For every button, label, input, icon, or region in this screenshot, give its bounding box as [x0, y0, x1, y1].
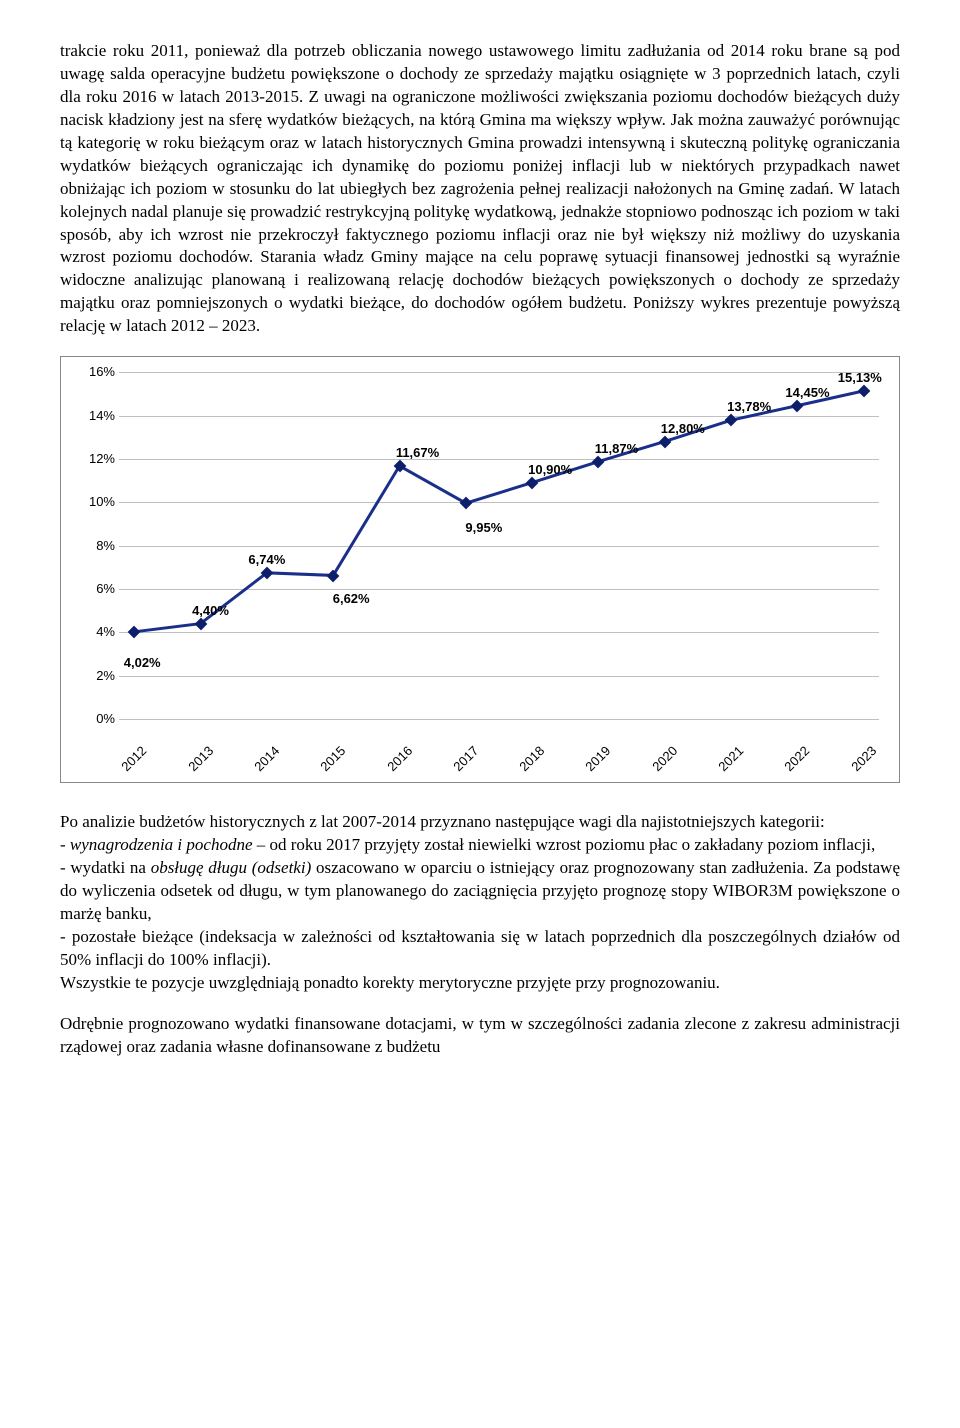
- paragraph-2: Po analizie budżetów historycznych z lat…: [60, 811, 900, 995]
- chart-container: 0% 2% 4% 6% 8% 10% 12% 14% 16% 2012 2013 2014 2015 20…: [60, 356, 900, 783]
- x-axis-label: 2013: [184, 742, 217, 775]
- x-axis-label: 2022: [781, 742, 814, 775]
- x-axis-label: 2020: [648, 742, 681, 775]
- data-label: 6,74%: [248, 551, 285, 569]
- p2-item2-prefix: - wydatki na: [60, 858, 151, 877]
- x-axis-label: 2021: [715, 742, 748, 775]
- x-axis-label: 2018: [516, 742, 549, 775]
- p2-item1-italic: wynagrodzenia i pochodne: [70, 835, 253, 854]
- y-axis-label: 14%: [77, 407, 115, 425]
- y-axis-label: 12%: [77, 450, 115, 468]
- data-label: 12,80%: [661, 420, 705, 438]
- paragraph-1: trakcie roku 2011, ponieważ dla potrzeb …: [60, 40, 900, 338]
- data-label: 4,02%: [124, 654, 161, 672]
- x-axis-label: 2012: [118, 742, 151, 775]
- line-chart: 0%2%4%6%8%10%12%14%16%201220132014201520…: [71, 367, 889, 777]
- p2-item3: - pozostałe bieżące (indeksacja w zależn…: [60, 927, 900, 969]
- y-axis-label: 10%: [77, 494, 115, 512]
- data-label: 6,62%: [333, 590, 370, 608]
- data-label: 13,78%: [727, 398, 771, 416]
- x-axis-label: 2019: [582, 742, 615, 775]
- y-axis-label: 0%: [77, 710, 115, 728]
- data-label: 11,87%: [595, 440, 638, 458]
- data-label: 14,45%: [785, 384, 829, 402]
- paragraph-3: Odrębnie prognozowano wydatki finansowan…: [60, 1013, 900, 1059]
- y-axis-label: 2%: [77, 667, 115, 685]
- gridline: [119, 719, 879, 720]
- data-label: 9,95%: [465, 519, 502, 537]
- p2-intro: Po analizie budżetów historycznych z lat…: [60, 812, 825, 831]
- x-axis-label: 2017: [449, 742, 482, 775]
- x-axis-label: 2023: [847, 742, 880, 775]
- p2-item2-italic: obsługę długu (odsetki): [151, 858, 312, 877]
- data-label: 10,90%: [528, 461, 572, 479]
- x-axis-label: 2014: [250, 742, 283, 775]
- data-label: 4,40%: [192, 602, 229, 620]
- data-label: 11,67%: [396, 444, 439, 462]
- p2-post: Wszystkie te pozycje uwzględniają ponadt…: [60, 973, 720, 992]
- y-axis-label: 4%: [77, 624, 115, 642]
- y-axis-label: 8%: [77, 537, 115, 555]
- p2-item1-prefix: -: [60, 835, 70, 854]
- x-axis-label: 2015: [317, 742, 350, 775]
- p2-item1-suffix: – od roku 2017 przyjęty został niewielki…: [253, 835, 876, 854]
- chart-line: [119, 372, 879, 719]
- data-label: 15,13%: [838, 369, 882, 387]
- y-axis-label: 16%: [77, 363, 115, 381]
- x-axis-label: 2016: [383, 742, 416, 775]
- y-axis-label: 6%: [77, 580, 115, 598]
